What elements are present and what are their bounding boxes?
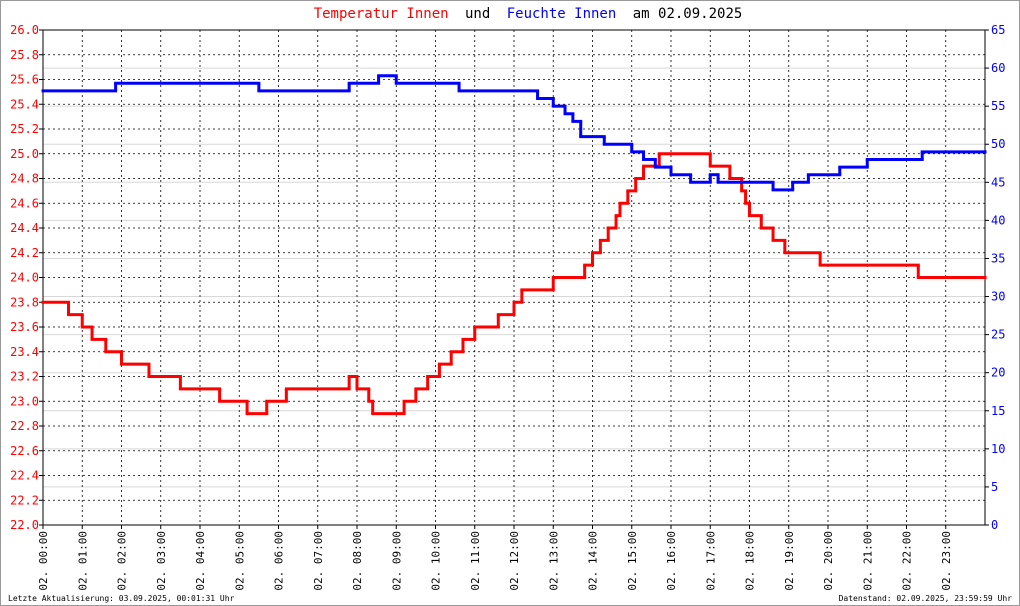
y2-tick-label: 0 — [991, 518, 998, 532]
y-tick-label: 25.6 — [10, 73, 39, 87]
y-tick-label: 22.4 — [10, 469, 39, 483]
x-tick-label: 02. 22:00 — [901, 531, 914, 591]
x-tick-label: 02. 01:00 — [76, 531, 89, 591]
x-tick-label: 02. 13:00 — [547, 531, 560, 591]
y2-tick-label: 5 — [991, 480, 998, 494]
y-tick-label: 22.2 — [10, 493, 39, 507]
x-tick-label: 02. 05:00 — [233, 531, 246, 591]
y2-tick-label: 40 — [991, 213, 1005, 227]
y2-tick-label: 50 — [991, 137, 1005, 151]
x-tick-label: 02. 10:00 — [430, 531, 443, 591]
x-tick-label: 02. 15:00 — [626, 531, 639, 591]
y-tick-label: 24.6 — [10, 196, 39, 210]
x-tick-label: 02. 20:00 — [822, 531, 835, 591]
y2-tick-label: 15 — [991, 404, 1005, 418]
y2-tick-label: 30 — [991, 290, 1005, 304]
y-tick-label: 23.4 — [10, 345, 39, 359]
y-tick-label: 22.6 — [10, 444, 39, 458]
footer-left: Letzte Aktualisierung: 03.09.2025, 00:01… — [8, 594, 235, 603]
x-tick-label: 02. 19:00 — [783, 531, 796, 591]
y2-tick-label: 45 — [991, 175, 1005, 189]
x-tick-label: 02. 00:00 — [37, 531, 50, 591]
y-tick-label: 25.0 — [10, 147, 39, 161]
series — [41, 74, 987, 192]
x-tick-label: 02. 08:00 — [351, 531, 364, 591]
y-tick-label: 22.0 — [10, 518, 39, 532]
y2-tick-label: 55 — [991, 99, 1005, 113]
y-tick-label: 23.0 — [10, 394, 39, 408]
y-tick-label: 26.0 — [10, 23, 39, 37]
x-tick-label: 02. 12:00 — [508, 531, 521, 591]
y2-tick-label: 10 — [991, 442, 1005, 456]
y-tick-label: 24.2 — [10, 246, 39, 260]
y-tick-label: 25.2 — [10, 122, 39, 136]
y-tick-label: 25.4 — [10, 97, 39, 111]
y-tick-label: 23.2 — [10, 370, 39, 384]
x-tick-label: 02. 03:00 — [155, 531, 168, 591]
x-tick-label: 02. 23:00 — [940, 531, 953, 591]
x-tick-label: 02. 07:00 — [312, 531, 325, 591]
x-tick-label: 02. 14:00 — [587, 531, 600, 591]
y2-tick-label: 25 — [991, 328, 1005, 342]
y-tick-label: 22.8 — [10, 419, 39, 433]
y-tick-label: 24.0 — [10, 271, 39, 285]
x-tick-label: 02. 21:00 — [861, 531, 874, 591]
y-tick-label: 23.8 — [10, 295, 39, 309]
x-tick-label: 02. 17:00 — [704, 531, 717, 591]
title-part: und — [465, 6, 490, 22]
y-tick-label: 24.8 — [10, 172, 39, 186]
chart-title: Temperatur Innen und Feuchte Innen am 02… — [314, 6, 743, 22]
y-tick-label: 24.4 — [10, 221, 39, 235]
y-tick-label: 25.8 — [10, 48, 39, 62]
x-tick-label: 02. 16:00 — [665, 531, 678, 591]
footer-right: Datenstand: 02.09.2025, 23:59:59 Uhr — [839, 594, 1013, 603]
y2-tick-label: 35 — [991, 251, 1005, 265]
x-tick-label: 02. 04:00 — [194, 531, 207, 591]
title-part: am 02.09.2025 — [633, 6, 743, 22]
title-part: Feuchte Innen — [507, 6, 617, 22]
y-tick-label: 23.6 — [10, 320, 39, 334]
title-part: Temperatur Innen — [314, 6, 449, 22]
y2-tick-label: 20 — [991, 366, 1005, 380]
y2-tick-label: 60 — [991, 61, 1005, 75]
x-tick-label: 02. 18:00 — [744, 531, 757, 591]
x-tick-label: 02. 09:00 — [390, 531, 403, 591]
x-tick-label: 02. 06:00 — [273, 531, 286, 591]
x-tick-label: 02. 11:00 — [469, 531, 482, 591]
series — [41, 152, 987, 416]
y2-tick-label: 65 — [991, 23, 1005, 37]
x-tick-label: 02. 02:00 — [116, 531, 129, 591]
